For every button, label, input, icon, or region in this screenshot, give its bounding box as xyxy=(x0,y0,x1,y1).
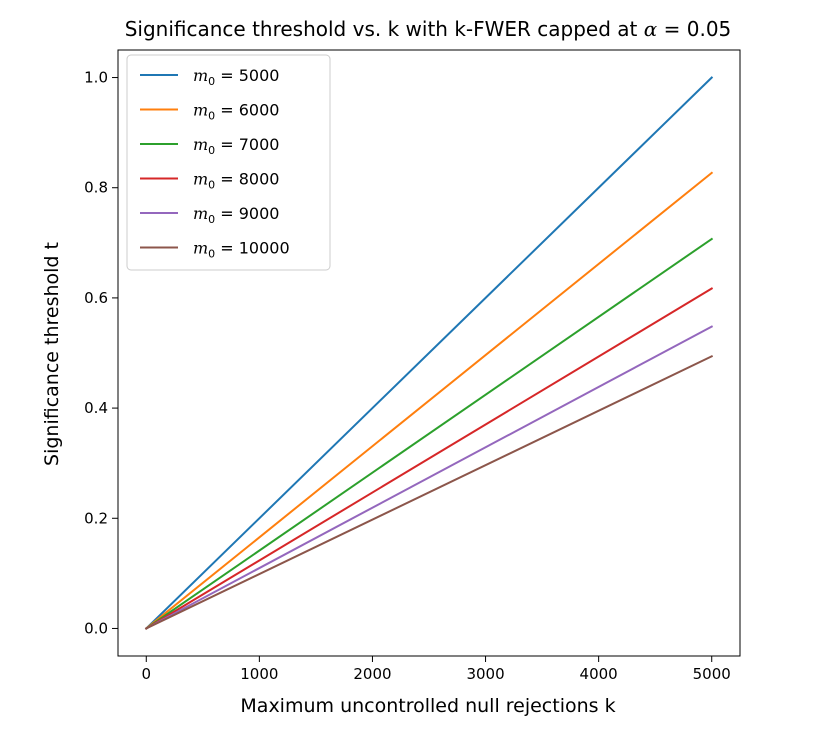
y-axis: 0.0 0.2 0.4 0.6 0.8 1.0 xyxy=(84,69,118,637)
x-tick-label: 5000 xyxy=(693,665,731,683)
legend-label: m0 = 7000 xyxy=(193,135,279,157)
x-tick-label: 3000 xyxy=(466,665,504,683)
series-line-m0-8000 xyxy=(144,287,714,630)
y-axis-title: Significance threshold t xyxy=(41,242,63,466)
legend-label: m0 = 5000 xyxy=(193,66,279,88)
y-tick-label: 0.6 xyxy=(84,289,108,307)
x-axis-title: Maximum uncontrolled null rejections k xyxy=(240,695,615,717)
legend-label: m0 = 8000 xyxy=(193,170,279,192)
x-tick-label: 2000 xyxy=(353,665,391,683)
x-tick-label: 4000 xyxy=(580,665,618,683)
y-tick-label: 0.2 xyxy=(84,509,108,527)
y-tick-label: 0.4 xyxy=(84,399,108,417)
chart-title: Significance threshold vs. k with k-FWER… xyxy=(125,17,732,41)
y-tick-label: 0.0 xyxy=(84,619,108,637)
y-tick-label: 0.8 xyxy=(84,179,108,197)
plot-area xyxy=(117,49,741,657)
series-line-m0-7000 xyxy=(144,237,714,630)
x-tick-label: 1000 xyxy=(240,665,278,683)
series-line-m0-6000 xyxy=(144,171,714,630)
legend-label: m0 = 9000 xyxy=(193,204,279,226)
legend: m0 = 5000 m0 = 6000 m0 = 7000 m0 = 8000 m0 =… xyxy=(126,54,331,271)
series-line-m0-10000 xyxy=(144,354,714,630)
series-line-m0-9000 xyxy=(144,325,714,630)
series-lines xyxy=(144,76,714,630)
legend-label: m0 = 6000 xyxy=(193,101,279,123)
y-tick-label: 1.0 xyxy=(84,69,108,87)
series-line-m0-5000 xyxy=(144,76,714,630)
legend-label: m0 = 10000 xyxy=(193,239,290,261)
x-axis: 0 1000 2000 3000 4000 5000 xyxy=(141,656,731,683)
x-tick-label: 0 xyxy=(141,665,151,683)
